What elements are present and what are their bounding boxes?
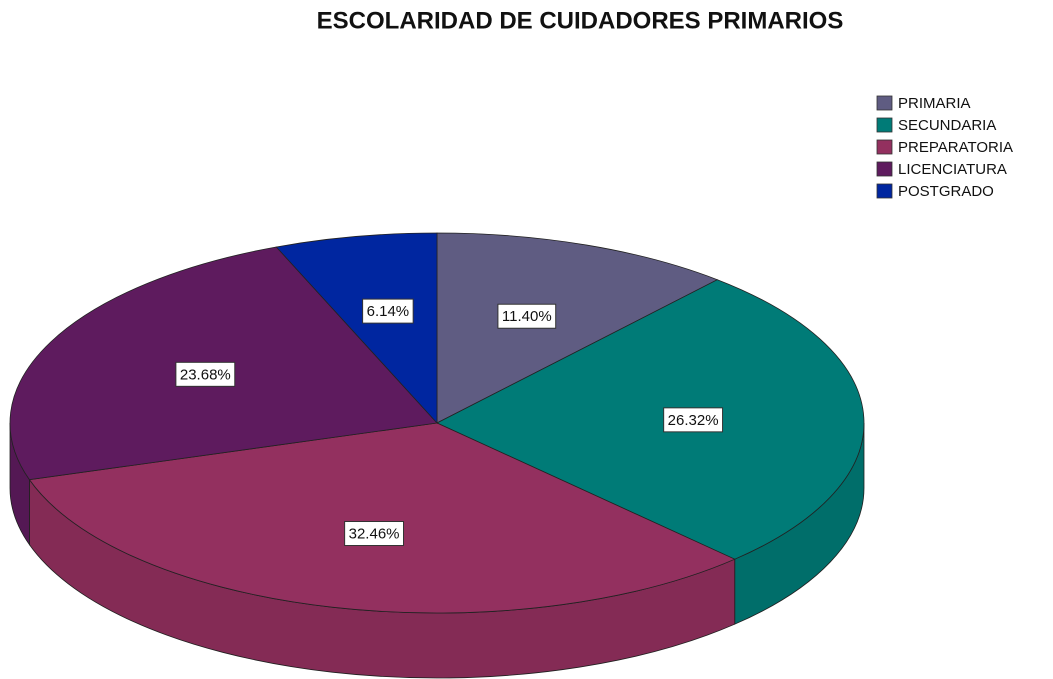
value-label: 32.46% bbox=[349, 525, 400, 542]
legend-label: SECUNDARIA bbox=[898, 117, 996, 134]
legend-swatch bbox=[876, 183, 893, 199]
legend-label: POSTGRADO bbox=[898, 183, 994, 200]
slice bbox=[436, 232, 719, 424]
value-label: 6.14% bbox=[367, 303, 410, 320]
slice-side-shade bbox=[29, 479, 735, 678]
slice bbox=[275, 232, 438, 425]
value-label-box bbox=[344, 521, 405, 547]
value-label: 26.32% bbox=[668, 412, 719, 429]
slice bbox=[436, 279, 865, 560]
value-label-box bbox=[663, 407, 724, 433]
value-label: 11.40% bbox=[502, 308, 552, 325]
legend-label: LICENCIATURA bbox=[898, 161, 1007, 178]
legend-swatch bbox=[876, 139, 893, 155]
value-label-box bbox=[175, 361, 236, 387]
legend-label: PREPARATORIA bbox=[898, 139, 1013, 156]
legend-swatch bbox=[876, 161, 893, 177]
value-label-box bbox=[497, 303, 557, 329]
slice bbox=[28, 422, 736, 614]
legend-label: PRIMARIA bbox=[898, 95, 971, 112]
value-label-box bbox=[362, 298, 414, 324]
value-label: 23.68% bbox=[180, 366, 231, 383]
legend-swatch bbox=[876, 117, 893, 133]
slice-side-shade bbox=[10, 423, 30, 545]
legend-swatch bbox=[876, 95, 893, 111]
chart-title: ESCOLARIDAD DE CUIDADORES PRIMARIOS bbox=[317, 7, 844, 34]
